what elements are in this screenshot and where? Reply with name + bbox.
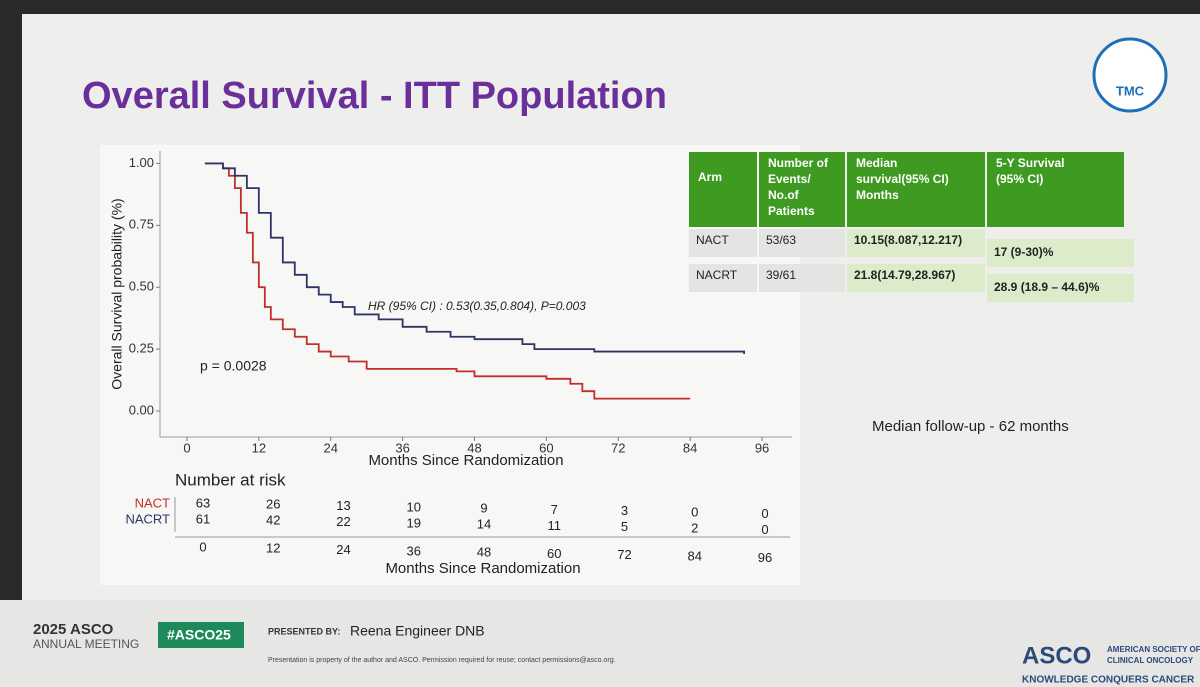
risk-value: 13 xyxy=(336,498,350,513)
annotation: p = 0.0028 xyxy=(200,358,267,374)
risk-value: 0 xyxy=(691,505,698,520)
y-tick-label: 0.00 xyxy=(129,402,154,417)
footer-text: CLINICAL ONCOLOGY xyxy=(1107,656,1194,665)
risk-tick: 48 xyxy=(477,545,491,560)
x-tick-label: 96 xyxy=(755,440,769,455)
risk-value: 61 xyxy=(196,511,210,526)
header-cell xyxy=(689,152,757,227)
survival-curve xyxy=(204,162,745,355)
footer-text: ASCO xyxy=(1022,642,1091,669)
header-text: survival(95% CI) xyxy=(856,172,949,186)
x-tick-label: 24 xyxy=(323,440,337,455)
risk-value: 2 xyxy=(691,521,698,536)
table-cell xyxy=(987,239,1134,267)
risk-value: 22 xyxy=(336,514,350,529)
header-text: Events/ xyxy=(768,172,811,186)
footer-text: PRESENTED BY: xyxy=(268,626,340,636)
risk-value: 63 xyxy=(196,495,210,510)
y-axis-label: Overall Survival probability (%) xyxy=(109,198,125,389)
risk-value: 5 xyxy=(621,519,628,534)
header-text: 5-Y Survival xyxy=(996,156,1064,170)
footer-text: Presentation is property of the author a… xyxy=(268,657,616,664)
table-cell xyxy=(689,264,757,292)
table-text: NACT xyxy=(696,233,729,247)
risk-tick: 72 xyxy=(617,547,631,562)
header-text: Patients xyxy=(768,204,815,218)
annotation: HR (95% CI) : 0.53(0.35,0.804), P=0.003 xyxy=(368,299,586,313)
footer-text: ANNUAL MEETING xyxy=(33,637,139,651)
footer-text: 2025 ASCO xyxy=(33,621,114,638)
risk-value: 42 xyxy=(266,513,280,528)
follow-up: Median follow-up - 62 months xyxy=(872,418,1069,435)
chart-panel xyxy=(100,145,800,585)
table-text: NACRT xyxy=(696,268,738,282)
header-cell xyxy=(759,152,845,227)
hashtag-box xyxy=(158,622,244,648)
table-cell xyxy=(987,274,1134,302)
risk-row-name: NACT xyxy=(135,495,170,510)
header-text: Median xyxy=(856,156,897,170)
risk-tick: 24 xyxy=(336,542,350,557)
table-text: 39/61 xyxy=(766,268,796,282)
risk-value: 26 xyxy=(266,497,280,512)
risk-row-name: NACRT xyxy=(125,511,170,526)
slide-title: Overall Survival - ITT Population xyxy=(82,75,667,117)
table-cell xyxy=(759,264,845,292)
risk-value: 10 xyxy=(407,499,421,514)
x-tick-label: 12 xyxy=(252,440,266,455)
risk-value: 0 xyxy=(761,522,768,537)
header-text: No.of xyxy=(768,188,800,202)
risk-tick: 12 xyxy=(266,541,280,556)
risk-value: 9 xyxy=(480,501,487,516)
y-tick-label: 0.50 xyxy=(129,279,154,294)
logo xyxy=(1092,37,1168,113)
footer-text: #ASCO25 xyxy=(167,627,231,643)
logo-text: TMC xyxy=(1116,83,1145,98)
risk-tick: 36 xyxy=(407,543,421,558)
risk-value: 7 xyxy=(551,502,558,517)
table-cell xyxy=(689,229,757,257)
header-cell xyxy=(847,152,985,227)
header-cell xyxy=(987,152,1124,227)
footer-text: Reena Engineer DNB xyxy=(350,623,485,639)
x-tick-label: 72 xyxy=(611,440,625,455)
x-tick-label: 48 xyxy=(467,440,481,455)
risk-tick: 84 xyxy=(688,549,702,564)
table-text: 53/63 xyxy=(766,233,796,247)
header-text: Months xyxy=(856,188,899,202)
table-cell xyxy=(847,229,985,257)
risk-title: Number at risk xyxy=(175,470,286,489)
risk-value: 0 xyxy=(761,506,768,521)
x-tick-label: 36 xyxy=(395,440,409,455)
y-tick-label: 0.75 xyxy=(129,217,154,232)
x-tick-label: 84 xyxy=(683,440,697,455)
footer-text: KNOWLEDGE CONQUERS CANCER xyxy=(1022,675,1195,686)
table-text: 28.9 (18.9 – 44.6)% xyxy=(994,280,1100,294)
x-tick-label: 0 xyxy=(183,440,190,455)
risk-value: 14 xyxy=(477,517,491,532)
header-text: Number of xyxy=(768,156,829,170)
risk-tick: 60 xyxy=(547,546,561,561)
y-tick-label: 0.25 xyxy=(129,341,154,356)
table-cell xyxy=(847,264,985,292)
risk-tick: 96 xyxy=(758,550,772,565)
x-tick-label: 60 xyxy=(539,440,553,455)
x-axis-label: Months Since Randomization xyxy=(368,452,563,469)
risk-tick: 0 xyxy=(199,539,206,554)
risk-value: 19 xyxy=(407,515,421,530)
table-text: 17 (9-30)% xyxy=(994,245,1054,259)
risk-value: 11 xyxy=(548,518,562,533)
table-text: 10.15(8.087,12.217) xyxy=(854,233,962,247)
table-text: 21.8(14.79,28.967) xyxy=(854,268,955,282)
header-text: (95% CI) xyxy=(996,172,1043,186)
risk-value: 3 xyxy=(621,503,628,518)
table-cell xyxy=(759,229,845,257)
header-text: Arm xyxy=(698,170,722,184)
risk-xlabel: Months Since Randomization xyxy=(385,560,580,577)
y-tick-label: 1.00 xyxy=(129,155,154,170)
footer-text: AMERICAN SOCIETY OF xyxy=(1107,645,1200,654)
survival-curve xyxy=(204,162,691,400)
